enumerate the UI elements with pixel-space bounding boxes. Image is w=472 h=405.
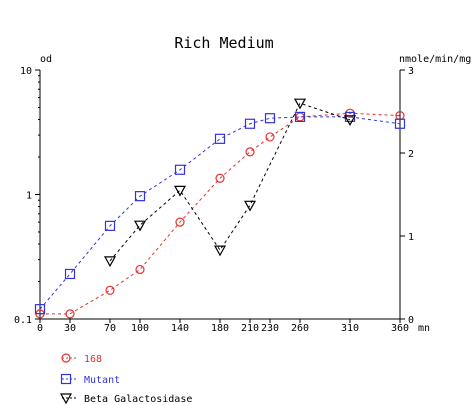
data-point xyxy=(294,111,306,123)
data-point xyxy=(135,264,145,275)
x-tick-label: 210 xyxy=(241,323,259,334)
data-point xyxy=(243,200,257,212)
data-point xyxy=(103,256,117,268)
plot-area xyxy=(34,98,406,319)
data-point xyxy=(264,113,276,124)
y-right-tick-label: 2 xyxy=(408,149,414,160)
y-left-tick-label: 1 xyxy=(26,191,32,202)
series-line xyxy=(109,102,351,262)
y-left-tick-label: 0.1 xyxy=(14,315,32,326)
y-right-tick-label: 1 xyxy=(408,232,414,243)
legend-item: Beta Galactosidase xyxy=(59,393,192,405)
data-point xyxy=(61,353,71,363)
data-point xyxy=(134,191,146,202)
x-tick-label: 30 xyxy=(64,323,76,334)
x-axis-label: mn xyxy=(418,323,430,334)
series-mutant xyxy=(34,111,406,315)
legend-label: Mutant xyxy=(84,375,120,386)
data-point xyxy=(245,147,255,157)
y-right-tick-label: 0 xyxy=(408,315,414,326)
series-line xyxy=(39,116,401,310)
data-point xyxy=(293,98,307,110)
data-point xyxy=(173,185,187,197)
data-point xyxy=(104,220,116,231)
data-point xyxy=(175,217,185,227)
data-point xyxy=(343,115,357,127)
data-point xyxy=(174,164,186,175)
x-tick-label: 180 xyxy=(211,323,229,334)
legend-label: 168 xyxy=(84,354,102,365)
data-point xyxy=(213,245,227,257)
legend-item: 168 xyxy=(61,353,102,365)
data-point xyxy=(65,309,75,319)
y-axis-right-label: nmole/min/mg xyxy=(399,54,471,65)
x-tick-label: 360 xyxy=(391,323,409,334)
y-left-tick-label: 10 xyxy=(20,66,32,77)
legend-label: Beta Galactosidase xyxy=(84,394,192,405)
data-point xyxy=(214,133,226,144)
x-tick-label: 100 xyxy=(131,323,149,334)
x-tick-label: 260 xyxy=(291,323,309,334)
data-point xyxy=(215,173,225,183)
data-point xyxy=(244,118,256,129)
x-tick-label: 230 xyxy=(261,323,279,334)
data-point xyxy=(265,132,275,142)
x-tick-label: 70 xyxy=(104,323,116,334)
data-point xyxy=(59,393,73,405)
x-tick-label: 0 xyxy=(37,323,43,334)
series-line xyxy=(40,112,401,315)
data-point xyxy=(64,268,76,280)
series-168 xyxy=(35,108,405,319)
y-axis-left-label: od xyxy=(40,54,52,65)
x-tick-label: 310 xyxy=(341,323,359,334)
series-beta-galactosidase xyxy=(103,98,357,268)
data-point xyxy=(105,285,115,295)
legend-item: Mutant xyxy=(60,373,120,386)
chart-title: Rich Medium xyxy=(174,34,273,52)
data-point xyxy=(394,118,406,129)
data-point xyxy=(60,373,72,385)
data-point xyxy=(133,220,147,232)
y-right-tick-label: 3 xyxy=(408,66,414,77)
x-tick-label: 140 xyxy=(171,323,189,334)
data-point xyxy=(34,304,46,315)
legend: 168 Mutant Beta Galactosidase xyxy=(59,353,192,405)
